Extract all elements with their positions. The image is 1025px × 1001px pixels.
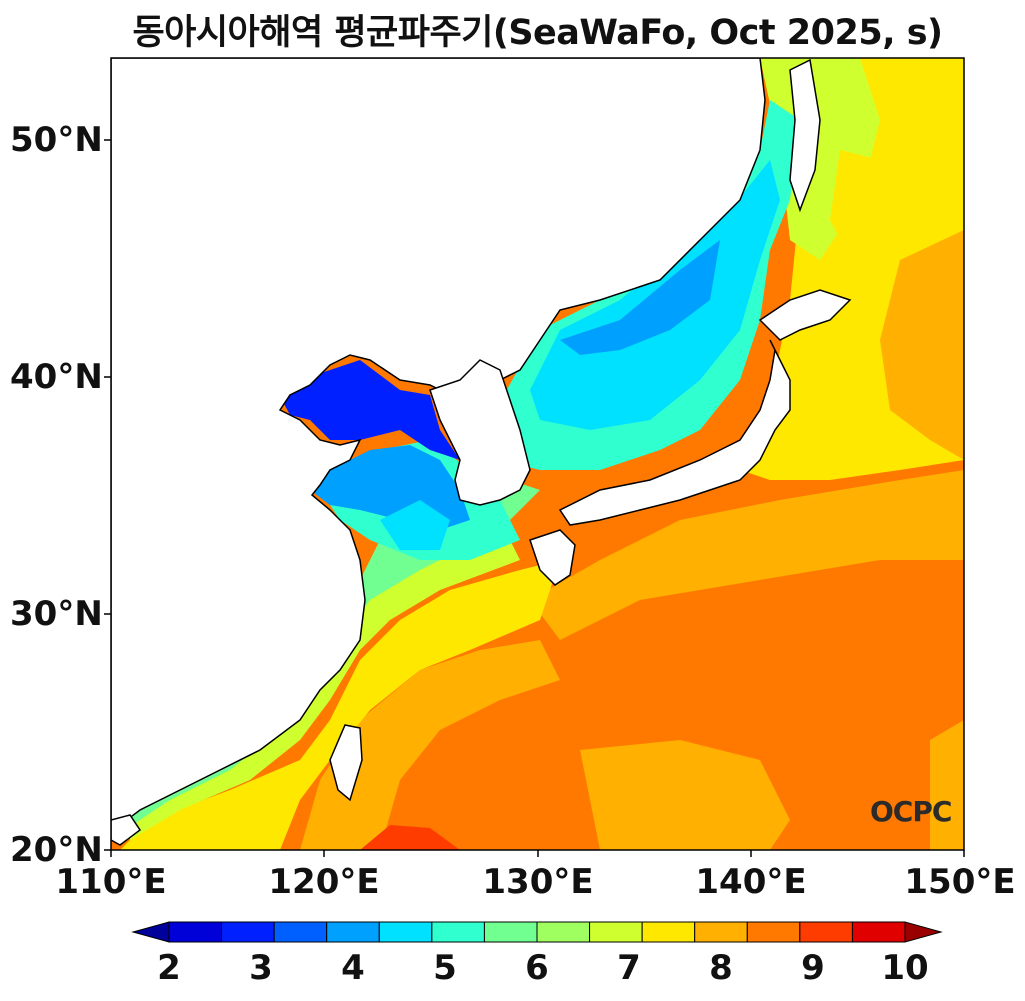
x-tick-label-120e: 120°E (268, 862, 380, 902)
land-taiwan (329, 724, 363, 802)
colorbar-segment (483, 921, 538, 943)
y-tick-label-40n: 40°N (10, 357, 103, 397)
y-tick-label-30n: 30°N (10, 594, 103, 634)
colorbar (131, 921, 943, 943)
colorbar-extend-low (131, 921, 170, 943)
y-tick-label-50n: 50°N (10, 120, 103, 160)
field-okhotsk-yellow (830, 150, 920, 260)
colorbar-segment (851, 921, 906, 943)
colorbar-segment (378, 921, 433, 943)
tick-marks (104, 139, 965, 857)
colorbar-label-3: 3 (249, 948, 273, 988)
field-ecs-7 (120, 560, 560, 850)
land (111, 58, 852, 846)
ocpc-logo: OCPC (870, 795, 952, 828)
land-kyushu (529, 529, 576, 586)
land-asia (111, 58, 766, 831)
land-sakhalin (789, 58, 821, 213)
x-tick-label-130e: 130°E (482, 862, 594, 902)
land-japan-honshu (558, 339, 791, 526)
colorbar-label-7: 7 (617, 948, 641, 988)
colorbar-segment (431, 921, 485, 943)
x-tick-label-110e: 110°E (55, 862, 167, 902)
colorbar-segment (746, 921, 801, 943)
field-eastsea-4 (560, 240, 720, 355)
x-tick-label-150e: 150°E (904, 862, 1016, 902)
colorbar-segment (273, 921, 328, 943)
land-korea (429, 359, 531, 506)
field-yellow-sea-inner (380, 500, 450, 550)
field-se-8 (580, 740, 790, 850)
y-tick-label-20n: 20°N (10, 830, 103, 870)
colorbar-segment (641, 921, 696, 943)
field-sw-8 (300, 640, 560, 850)
colorbar-label-6: 6 (525, 948, 549, 988)
colorbar-segment (326, 921, 380, 943)
land-hainan-coast (111, 814, 142, 846)
colorbar-label-4: 4 (341, 948, 365, 988)
colorbar-label-8: 8 (709, 948, 733, 988)
colorbar-label-10: 10 (881, 948, 929, 988)
colorbar-segment (168, 921, 223, 943)
colorbar-segment (694, 921, 748, 943)
land-hokkaido (758, 289, 852, 341)
colorbar-segment (536, 921, 591, 943)
field-pacific-ne (880, 230, 964, 460)
field-red-9 (360, 825, 460, 850)
field-band-8 (530, 470, 964, 640)
colorbar-segment (589, 921, 643, 943)
field-east-8 (930, 720, 964, 850)
map-title: 동아시아해역 평균파주기(SeaWaFo, Oct 2025, s) (132, 13, 943, 53)
x-tick-label-140e: 140°E (695, 862, 807, 902)
colorbar-label-2: 2 (157, 948, 181, 988)
colorbar-segment (799, 921, 853, 943)
colorbar-label-5: 5 (433, 948, 457, 988)
colorbar-segment (221, 921, 275, 943)
colorbar-extend-high (904, 921, 943, 943)
field-bohai-3 (282, 360, 460, 460)
colorbar-label-9: 9 (801, 948, 825, 988)
